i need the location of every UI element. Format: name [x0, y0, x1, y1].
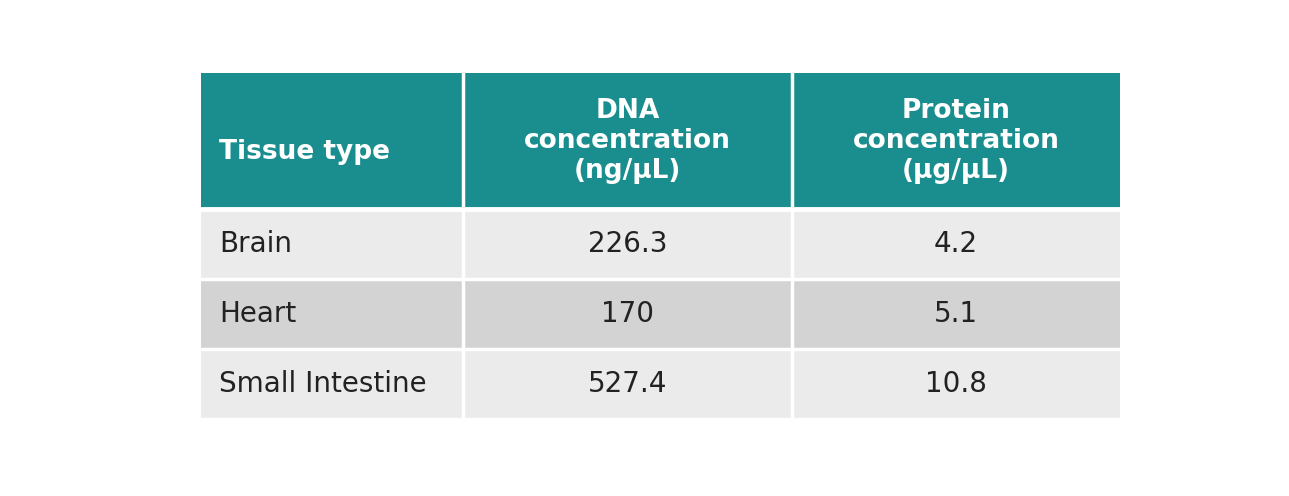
Text: 4.2: 4.2 [935, 230, 978, 258]
Bar [201, 279, 463, 349]
Bar [463, 73, 791, 209]
Text: Brain: Brain [219, 230, 293, 258]
Bar [463, 349, 791, 419]
Text: Small Intestine: Small Intestine [219, 370, 427, 398]
Text: 226.3: 226.3 [588, 230, 668, 258]
Text: Tissue type: Tissue type [219, 139, 391, 165]
Bar [463, 279, 791, 349]
Bar [791, 279, 1120, 349]
Text: DNA
concentration
(ng/μL): DNA concentration (ng/μL) [525, 98, 731, 184]
Bar [463, 209, 791, 279]
Text: 5.1: 5.1 [935, 300, 978, 328]
Bar [201, 349, 463, 419]
Bar [201, 209, 463, 279]
Bar [201, 73, 463, 209]
Bar [791, 349, 1120, 419]
Text: 170: 170 [601, 300, 654, 328]
Text: Heart: Heart [219, 300, 296, 328]
Bar [791, 209, 1120, 279]
Text: 10.8: 10.8 [926, 370, 987, 398]
Text: Protein
concentration
(μg/μL): Protein concentration (μg/μL) [852, 98, 1060, 184]
Bar [791, 73, 1120, 209]
Text: 527.4: 527.4 [588, 370, 668, 398]
